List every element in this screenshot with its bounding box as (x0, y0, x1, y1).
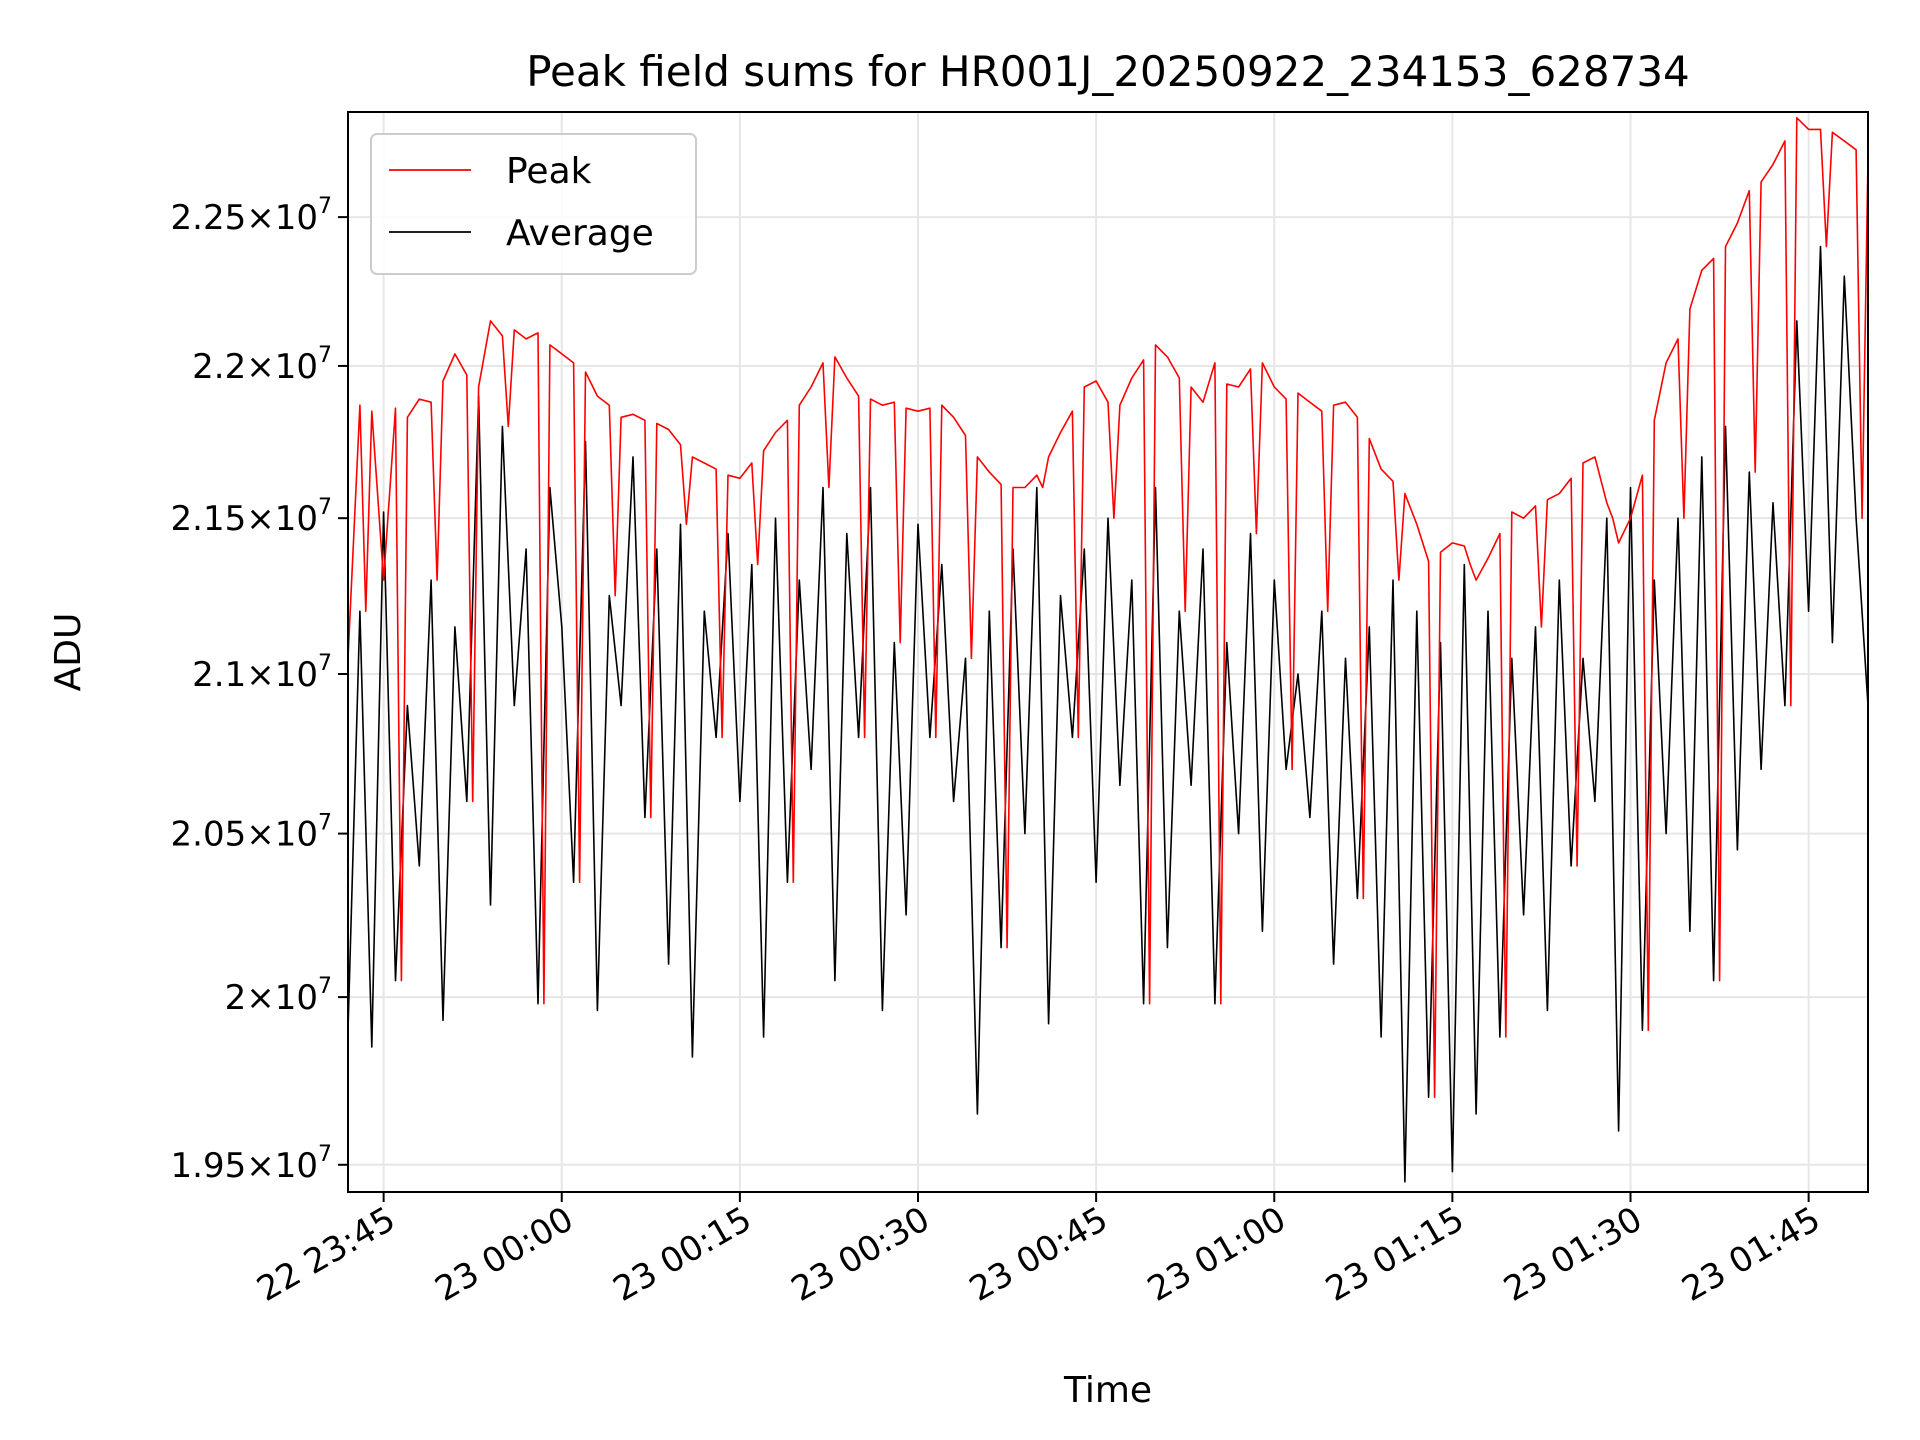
legend-average-label: Average (506, 213, 654, 254)
series-peak-line (348, 117, 1868, 1098)
y-tick-label-0: 1.95×107 (171, 1142, 332, 1186)
series-layer (348, 117, 1868, 1183)
chart-title: Peak field sums for HR001J_20250922_2341… (526, 47, 1690, 96)
y-tick-label-2: 2.05×107 (171, 811, 332, 855)
y-axis-ticks: 1.95×107 2×107 2.05×107 2.1×107 2.15×107 2.2×… (171, 194, 348, 1186)
y-tick-label-4: 2.15×107 (171, 495, 332, 539)
y-tick-label-6: 2.25×107 (171, 194, 332, 238)
y-axis-label: ADU (48, 613, 89, 692)
legend-peak-label: Peak (506, 151, 592, 192)
y-tick-label-1: 2×107 (225, 974, 332, 1018)
y-tick-label-5: 2.2×107 (192, 343, 332, 387)
plot-area-frame (347, 111, 1869, 1193)
series-average-line (348, 245, 1868, 1183)
x-axis-label: Time (1063, 1370, 1152, 1411)
legend: Peak Average (370, 133, 697, 275)
legend-frame (370, 133, 697, 275)
y-tick-label-3: 2.1×107 (192, 651, 332, 695)
